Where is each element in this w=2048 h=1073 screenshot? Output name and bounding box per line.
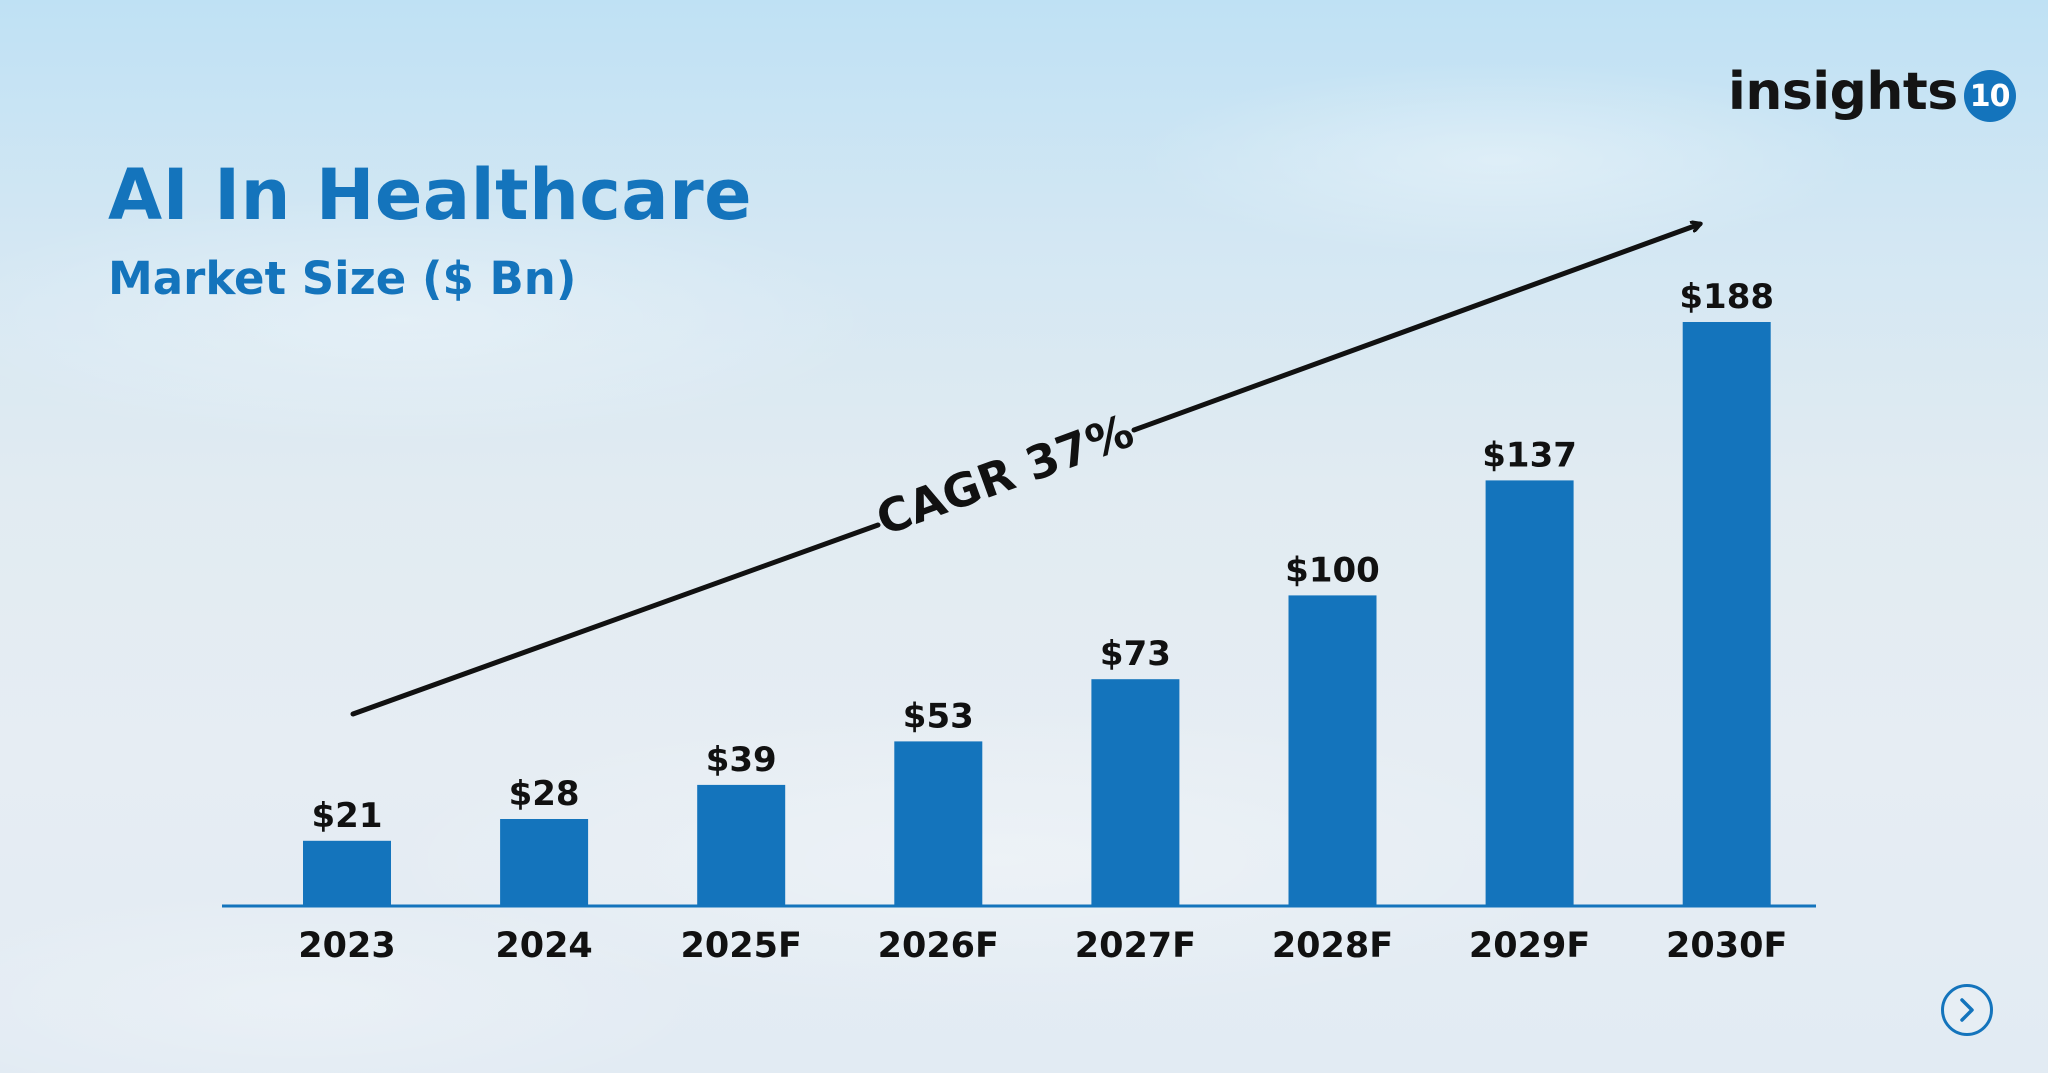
bar-2024: [500, 819, 589, 906]
x-tick-label: 2027F: [1075, 926, 1196, 966]
x-tick-label: 2026F: [878, 926, 999, 966]
cagr-arrow-left-segment: [350, 522, 881, 717]
next-slide-button[interactable]: [1941, 984, 1993, 1036]
data-label: $21: [312, 796, 383, 836]
chevron-right-icon: [1960, 998, 1974, 1022]
data-label: $73: [1100, 634, 1171, 674]
x-tick-label: 2025F: [681, 926, 802, 966]
cagr-label: CAGR 37%: [869, 403, 1140, 546]
data-label: $28: [509, 774, 580, 814]
bar-2026f: [894, 741, 983, 906]
chart-title: AI In Healthcare: [108, 154, 753, 236]
chart-subtitle: Market Size ($ Bn): [108, 252, 577, 305]
x-tick-label: 2028F: [1272, 926, 1393, 966]
x-tick-label: 2029F: [1469, 926, 1590, 966]
x-tick-label: 2024: [495, 926, 592, 966]
brand-logo: insights 10: [1728, 62, 2016, 122]
logo-text: insights: [1728, 62, 1958, 122]
bar-2028f: [1288, 595, 1377, 906]
data-label: $39: [706, 740, 777, 780]
bar-2027f: [1091, 679, 1180, 906]
bar-2023: [303, 840, 391, 906]
x-tick-label: 2023: [298, 926, 395, 966]
bar-2030f: [1682, 322, 1771, 906]
logo-badge: 10: [1963, 70, 2016, 122]
bar-2029f: [1485, 480, 1574, 906]
bar-2025f: [697, 784, 786, 906]
cagr-arrow-right-segment: [1131, 224, 1700, 433]
data-label: $188: [1679, 277, 1774, 317]
data-label: $137: [1482, 435, 1577, 475]
data-label: $53: [903, 696, 974, 736]
data-label: $100: [1285, 550, 1380, 590]
x-tick-label: 2030F: [1666, 926, 1787, 966]
